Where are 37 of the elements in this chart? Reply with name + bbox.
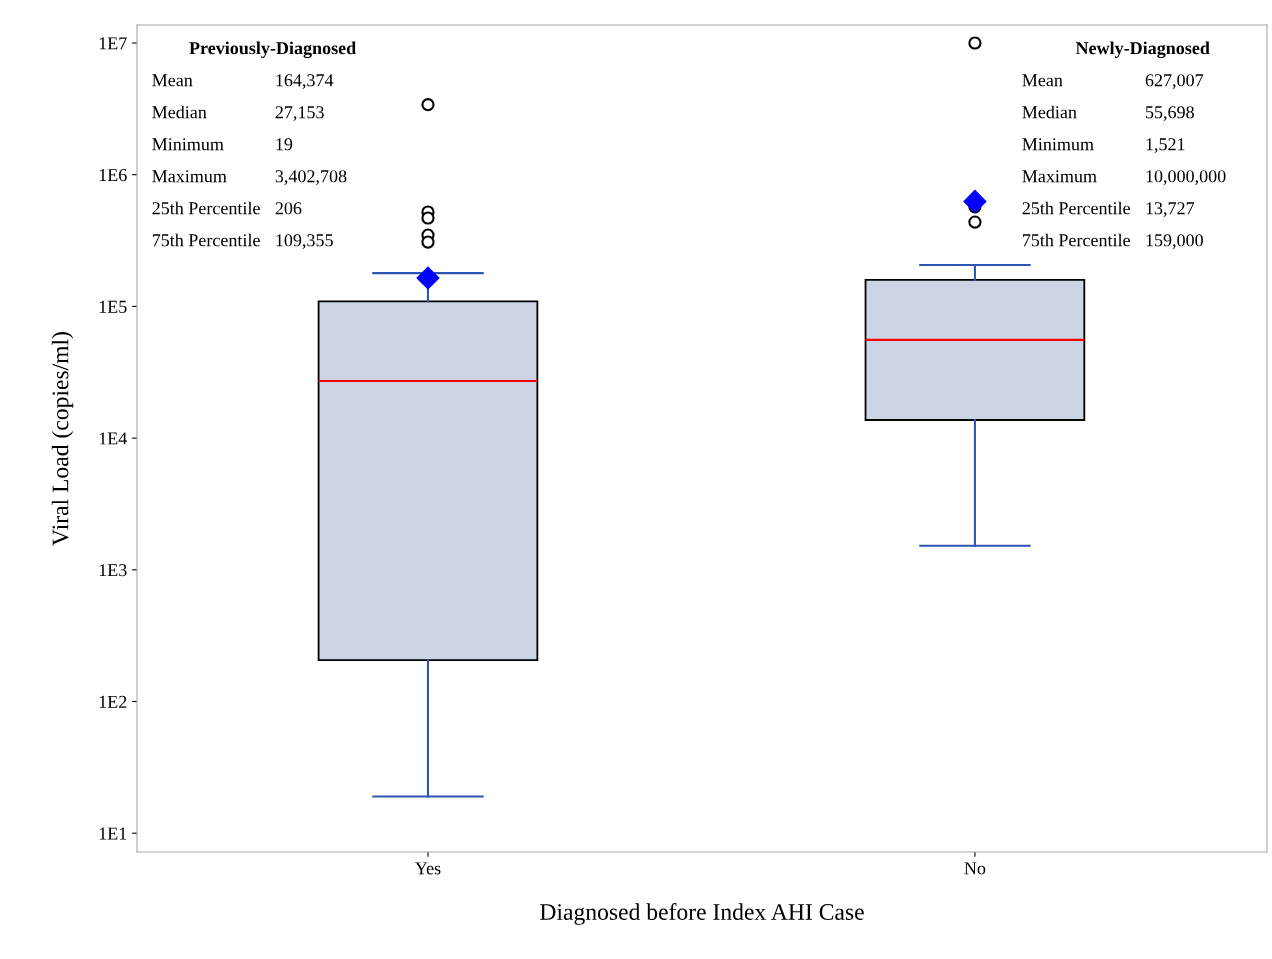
annotation: Minimum bbox=[152, 138, 224, 151]
y-tick-label: 1E3 bbox=[99, 564, 127, 577]
annotation: 27,153 bbox=[275, 106, 324, 121]
y-tick-label: 1E2 bbox=[99, 695, 127, 708]
annotation: 75th Percentile bbox=[152, 233, 260, 247]
x-axis-title: Diagnosed before Index AHI Case bbox=[540, 903, 864, 925]
annotation: Maximum bbox=[1022, 170, 1097, 183]
annotation: Previously-Diagnosed bbox=[189, 41, 356, 59]
annotation: 19 bbox=[276, 138, 293, 151]
annotation: 159,000 bbox=[1146, 234, 1203, 249]
annotation: 25th Percentile bbox=[152, 201, 260, 215]
annotation: Newly-Diagnosed bbox=[1075, 41, 1210, 59]
annotation: Median bbox=[152, 105, 207, 119]
annotation: Median bbox=[1022, 105, 1077, 119]
y-tick-label: 1E4 bbox=[99, 432, 127, 445]
y-tick-label: 1E1 bbox=[99, 827, 127, 840]
y-tick-label: 1E7 bbox=[99, 37, 127, 50]
annotation: Mean bbox=[1022, 74, 1063, 87]
annotation: 1,521 bbox=[1146, 138, 1185, 153]
annotation: 109,355 bbox=[276, 234, 333, 249]
annotation: Maximum bbox=[152, 170, 227, 183]
annotation: Mean bbox=[152, 74, 193, 87]
annotation: Minimum bbox=[1022, 138, 1094, 151]
y-tick-label: 1E6 bbox=[99, 169, 127, 182]
x-tick-label: No bbox=[964, 862, 986, 875]
annotation: 25th Percentile bbox=[1022, 201, 1130, 215]
annotation: 3,402,708 bbox=[275, 170, 347, 185]
annotation: 13,727 bbox=[1146, 202, 1195, 217]
y-tick-label: 1E5 bbox=[99, 300, 127, 313]
annotation: 55,698 bbox=[1146, 106, 1194, 121]
x-tick-label: Yes bbox=[415, 862, 441, 875]
annotation: 164,374 bbox=[276, 74, 334, 89]
annotation: 75th Percentile bbox=[1022, 233, 1130, 247]
annotation: 627,007 bbox=[1145, 74, 1204, 89]
annotation: 10,000,000 bbox=[1146, 170, 1226, 185]
annotation: 206 bbox=[275, 202, 302, 215]
y-axis-title: Viral Load (copies/ml) bbox=[51, 332, 74, 546]
